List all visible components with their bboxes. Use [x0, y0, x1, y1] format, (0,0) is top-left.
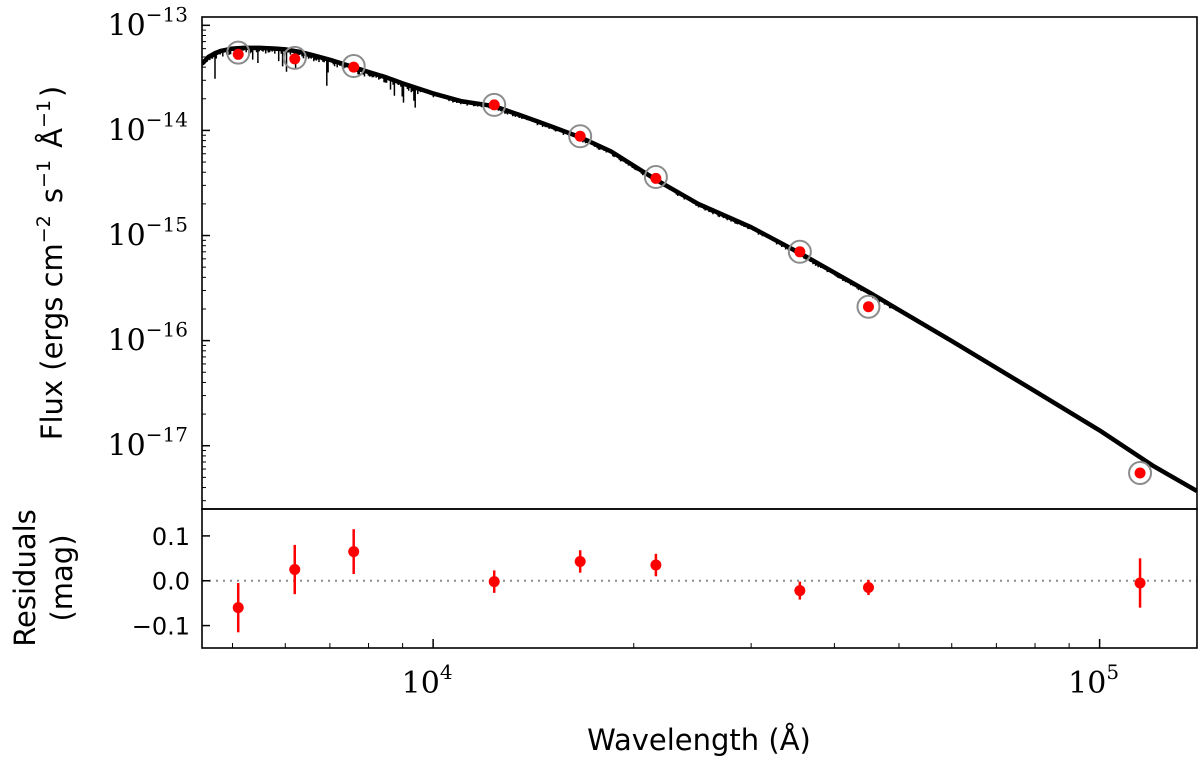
residual-panel: 0.10.0−0.1 104 105 Residuals (mag) Wavele…	[8, 508, 1198, 757]
residual-point	[794, 585, 806, 597]
residual-y-tick-label: −0.1	[132, 613, 190, 641]
model-photometry-point	[787, 239, 812, 264]
residual-axes-frame	[201, 508, 1198, 649]
sed-y-tick-label: 10−16	[108, 318, 188, 359]
sed-y-tick-base: 10	[108, 324, 146, 359]
residual-point	[650, 559, 662, 571]
sed-y-tick-label: 10−14	[108, 107, 188, 148]
observed-photometry-point	[289, 53, 301, 65]
sed-y-tick-exponent: −16	[146, 318, 188, 342]
model-photometry-point	[1128, 461, 1153, 486]
model-photometry-point	[226, 40, 251, 65]
model-spectrum-line	[202, 45, 1197, 494]
sed-y-tick-exponent: −17	[146, 423, 188, 447]
sed-y-label-exponent: −1	[33, 160, 55, 188]
model-photometry-point	[643, 165, 668, 190]
sed-y-label-text: )	[35, 86, 69, 97]
residual-y-label-line1: Residuals	[8, 509, 42, 647]
x-tick-base: 10	[1068, 666, 1106, 701]
residual-x-ticks: 104 105	[231, 639, 1119, 701]
residual-point	[348, 546, 360, 558]
sed-y-tick-exponent: −14	[146, 107, 188, 131]
x-tick-exponent: 4	[440, 660, 453, 684]
model-spectrum-absorption-features	[202, 45, 900, 312]
residual-point	[289, 564, 301, 576]
sed-y-label-text: Å	[35, 128, 69, 157]
residual-y-tick-label: 0.1	[152, 523, 190, 551]
sed-y-label-exponent: −1	[33, 100, 55, 128]
sed-y-tick-base: 10	[108, 429, 146, 464]
x-tick-exponent: 5	[1106, 660, 1119, 684]
observed-photometry-point	[1134, 467, 1146, 479]
observed-photometry-point	[348, 61, 360, 73]
sed-y-label-exponent: −2	[33, 215, 55, 243]
x-tick-base: 10	[402, 666, 440, 701]
sed-y-axis-label: Flux (ergs cm−2 s−1 Å−1 )	[33, 86, 69, 440]
residual-point	[488, 576, 500, 588]
residual-point	[862, 581, 874, 593]
observed-photometry-point	[862, 301, 874, 313]
observed-photometry-point	[794, 246, 806, 258]
model-photometry-point	[341, 54, 366, 79]
model-photometry-point	[856, 294, 881, 319]
observed-photometry-point	[574, 130, 586, 142]
sed-plot-area	[202, 40, 1197, 494]
x-tick-label: 104	[402, 660, 453, 701]
residual-point	[574, 555, 586, 567]
sed-axes-frame	[201, 16, 1198, 510]
x-axis-label: Wavelength (Å)	[587, 723, 811, 757]
sed-y-label-text: Flux (ergs cm	[35, 243, 69, 440]
sed-y-tick-base: 10	[108, 8, 146, 43]
sed-y-tick-label: 10−13	[108, 2, 188, 43]
sed-y-tick-exponent: −15	[146, 213, 188, 237]
sed-y-tick-label: 10−17	[108, 423, 188, 464]
residual-point	[232, 602, 244, 614]
x-tick-label: 105	[1068, 660, 1119, 701]
sed-y-tick-base: 10	[108, 219, 146, 254]
observed-photometry-point	[488, 99, 500, 111]
sed-y-tick-exponent: −13	[146, 2, 188, 26]
observed-photometry-point	[232, 48, 244, 60]
residual-y-ticks: 0.1 0.0 −0.1	[132, 523, 210, 641]
model-photometry-point	[568, 124, 593, 149]
residual-point	[1134, 577, 1146, 589]
model-photometry-point	[282, 45, 307, 70]
residual-y-tick-label: 0.0	[152, 568, 190, 596]
residual-plot-area	[202, 529, 1197, 633]
residual-y-label-line2: (mag)	[45, 534, 79, 621]
sed-y-label-text: s	[35, 188, 69, 212]
observed-photometry-point	[650, 172, 662, 184]
sed-y-tick-label: 10−15	[108, 213, 188, 254]
sed-y-tick-base: 10	[108, 113, 146, 148]
model-photometry-point	[482, 92, 507, 117]
